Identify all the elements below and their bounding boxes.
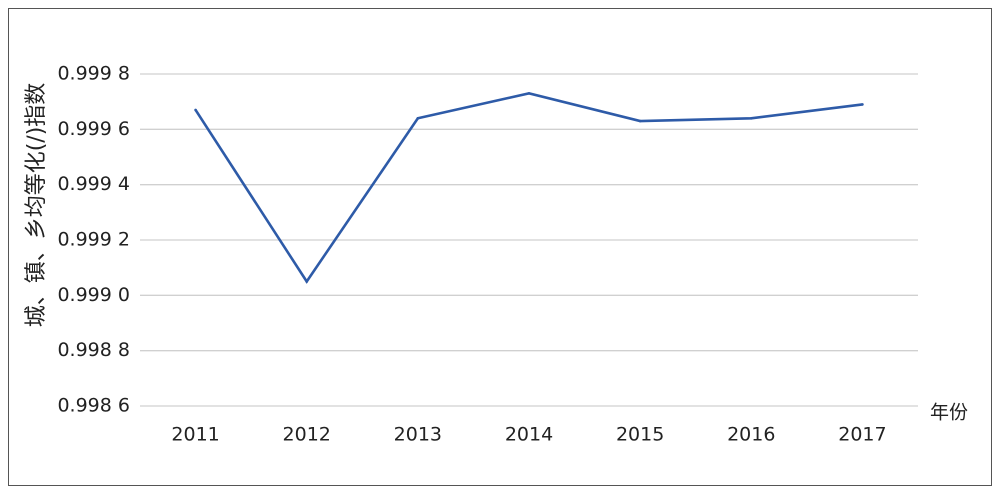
x-tick-label: 2016 (727, 424, 775, 446)
y-axis-label: 城、镇、乡均等化(/)指数 (24, 83, 49, 328)
x-axis-label: 年份 (930, 402, 968, 424)
x-tick-labels: 2011 2012 2013 2014 2015 2016 2017 (171, 424, 886, 446)
x-tick-label: 2014 (505, 424, 553, 446)
x-tick-label: 2012 (283, 424, 331, 446)
y-tick-label: 0.999 2 (57, 229, 130, 251)
data-point (416, 116, 420, 120)
x-tick-label: 2017 (838, 424, 886, 446)
y-tick-label: 0.999 8 (57, 63, 130, 85)
y-tick-labels: 0.999 8 0.999 6 0.999 4 0.999 2 0.999 0 0.998… (57, 63, 130, 417)
y-tick-label: 0.999 0 (57, 284, 130, 306)
y-tick-label: 0.998 6 (57, 395, 130, 417)
series-lines (194, 92, 864, 284)
x-tick-label: 2011 (171, 424, 219, 446)
x-tick-label: 2015 (616, 424, 664, 446)
x-tick-label: 2013 (394, 424, 442, 446)
data-point (749, 116, 753, 120)
data-point (638, 119, 642, 123)
grid-lines (140, 73, 918, 407)
data-point (194, 108, 197, 112)
series-line (194, 92, 863, 284)
y-tick-label: 0.999 4 (57, 173, 130, 195)
data-point (527, 92, 531, 95)
data-point (861, 103, 864, 106)
y-tick-label: 0.999 6 (57, 118, 130, 140)
data-point (305, 280, 309, 283)
y-tick-label: 0.998 8 (57, 339, 130, 361)
